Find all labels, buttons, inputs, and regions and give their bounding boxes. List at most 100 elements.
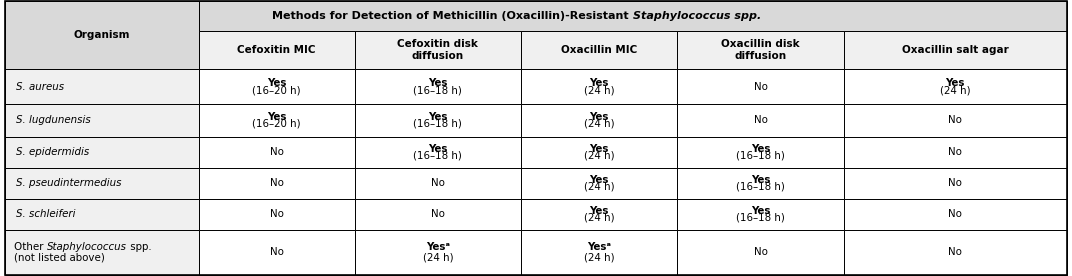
Text: Yesᵃ: Yesᵃ bbox=[587, 242, 611, 252]
Bar bbox=[844, 104, 1067, 137]
Bar bbox=[678, 137, 844, 168]
Bar bbox=[355, 104, 521, 137]
Bar bbox=[355, 137, 521, 168]
Text: (24 h): (24 h) bbox=[584, 119, 614, 129]
Text: Yes: Yes bbox=[750, 175, 770, 185]
Text: Yes: Yes bbox=[590, 112, 609, 122]
Text: No: No bbox=[269, 147, 283, 157]
Bar bbox=[5, 104, 198, 137]
Text: S. lugdunensis: S. lugdunensis bbox=[16, 115, 91, 125]
Text: No: No bbox=[269, 209, 283, 219]
Text: S. aureus: S. aureus bbox=[16, 82, 64, 92]
Text: Yes: Yes bbox=[946, 78, 965, 88]
Text: (16–18 h): (16–18 h) bbox=[414, 151, 462, 161]
Text: (24 h): (24 h) bbox=[584, 252, 614, 262]
Text: Oxacillin salt agar: Oxacillin salt agar bbox=[902, 45, 1009, 55]
Text: S. pseudintermedius: S. pseudintermedius bbox=[16, 178, 121, 188]
Text: Methods for Detection of Methicillin (Oxacillin)-Resistant: Methods for Detection of Methicillin (Ox… bbox=[272, 11, 632, 21]
Text: No: No bbox=[754, 247, 768, 257]
Text: Yesᵃ: Yesᵃ bbox=[426, 242, 450, 252]
Text: No: No bbox=[949, 247, 963, 257]
Text: Staphylococcus spp.: Staphylococcus spp. bbox=[632, 11, 761, 21]
Text: No: No bbox=[754, 115, 768, 125]
Text: Yes: Yes bbox=[750, 206, 770, 216]
Text: Staphylococcus: Staphylococcus bbox=[47, 242, 126, 252]
Bar bbox=[5, 69, 198, 104]
Bar bbox=[521, 104, 678, 137]
Bar bbox=[678, 69, 844, 104]
Text: (24 h): (24 h) bbox=[584, 151, 614, 161]
Text: (16–18 h): (16–18 h) bbox=[414, 86, 462, 95]
Text: (16–18 h): (16–18 h) bbox=[736, 151, 785, 161]
Text: (24 h): (24 h) bbox=[584, 213, 614, 223]
Bar bbox=[678, 168, 844, 199]
Text: Yes: Yes bbox=[267, 112, 286, 122]
Text: (24 h): (24 h) bbox=[584, 182, 614, 192]
Bar bbox=[355, 69, 521, 104]
Bar bbox=[844, 137, 1067, 168]
Text: (16–18 h): (16–18 h) bbox=[414, 119, 462, 129]
Text: Yes: Yes bbox=[750, 144, 770, 154]
Bar bbox=[5, 1, 198, 69]
Bar bbox=[5, 230, 198, 275]
Text: (24 h): (24 h) bbox=[940, 86, 970, 95]
Bar bbox=[355, 31, 521, 69]
Bar bbox=[844, 31, 1067, 69]
Bar bbox=[198, 31, 355, 69]
Bar bbox=[198, 104, 355, 137]
Text: No: No bbox=[949, 209, 963, 219]
Text: No: No bbox=[949, 115, 963, 125]
Bar bbox=[355, 199, 521, 230]
Bar bbox=[678, 230, 844, 275]
Text: spp.: spp. bbox=[126, 242, 151, 252]
Bar bbox=[355, 168, 521, 199]
Text: No: No bbox=[949, 178, 963, 188]
Text: No: No bbox=[269, 178, 283, 188]
Bar bbox=[198, 199, 355, 230]
Bar bbox=[5, 137, 198, 168]
Text: (16–18 h): (16–18 h) bbox=[736, 213, 785, 223]
Text: Yes: Yes bbox=[590, 144, 609, 154]
Text: Yes: Yes bbox=[267, 78, 286, 88]
Text: Yes: Yes bbox=[428, 78, 447, 88]
Text: Yes: Yes bbox=[590, 175, 609, 185]
Text: (16–18 h): (16–18 h) bbox=[736, 182, 785, 192]
Text: Yes: Yes bbox=[428, 144, 447, 154]
Bar bbox=[521, 69, 678, 104]
Text: (24 h): (24 h) bbox=[584, 86, 614, 95]
Text: Other: Other bbox=[14, 242, 47, 252]
Bar bbox=[521, 137, 678, 168]
Bar bbox=[844, 69, 1067, 104]
Bar bbox=[198, 168, 355, 199]
Text: Yes: Yes bbox=[428, 112, 447, 122]
Bar bbox=[844, 168, 1067, 199]
Bar bbox=[198, 69, 355, 104]
Text: Cefoxitin disk
diffusion: Cefoxitin disk diffusion bbox=[398, 39, 478, 61]
Text: S. schleiferi: S. schleiferi bbox=[16, 209, 76, 219]
Bar bbox=[844, 230, 1067, 275]
Text: Yes: Yes bbox=[590, 78, 609, 88]
Bar bbox=[5, 199, 198, 230]
Bar bbox=[521, 230, 678, 275]
Text: (24 h): (24 h) bbox=[422, 252, 453, 262]
Text: No: No bbox=[949, 147, 963, 157]
Bar bbox=[678, 31, 844, 69]
Text: No: No bbox=[269, 247, 283, 257]
Bar bbox=[521, 199, 678, 230]
Bar bbox=[5, 168, 198, 199]
Bar bbox=[678, 199, 844, 230]
Bar bbox=[521, 31, 678, 69]
Text: No: No bbox=[431, 178, 445, 188]
Bar bbox=[198, 137, 355, 168]
Text: S. epidermidis: S. epidermidis bbox=[16, 147, 89, 157]
Text: (16–20 h): (16–20 h) bbox=[252, 119, 301, 129]
Text: (not listed above): (not listed above) bbox=[14, 252, 105, 262]
Text: Organism: Organism bbox=[74, 30, 130, 40]
Text: Oxacillin disk
diffusion: Oxacillin disk diffusion bbox=[721, 39, 800, 61]
Text: Oxacillin MIC: Oxacillin MIC bbox=[561, 45, 637, 55]
Text: No: No bbox=[754, 82, 768, 92]
Bar bbox=[521, 168, 678, 199]
Text: (16–20 h): (16–20 h) bbox=[252, 86, 301, 95]
Bar bbox=[198, 1, 1067, 31]
Text: No: No bbox=[431, 209, 445, 219]
